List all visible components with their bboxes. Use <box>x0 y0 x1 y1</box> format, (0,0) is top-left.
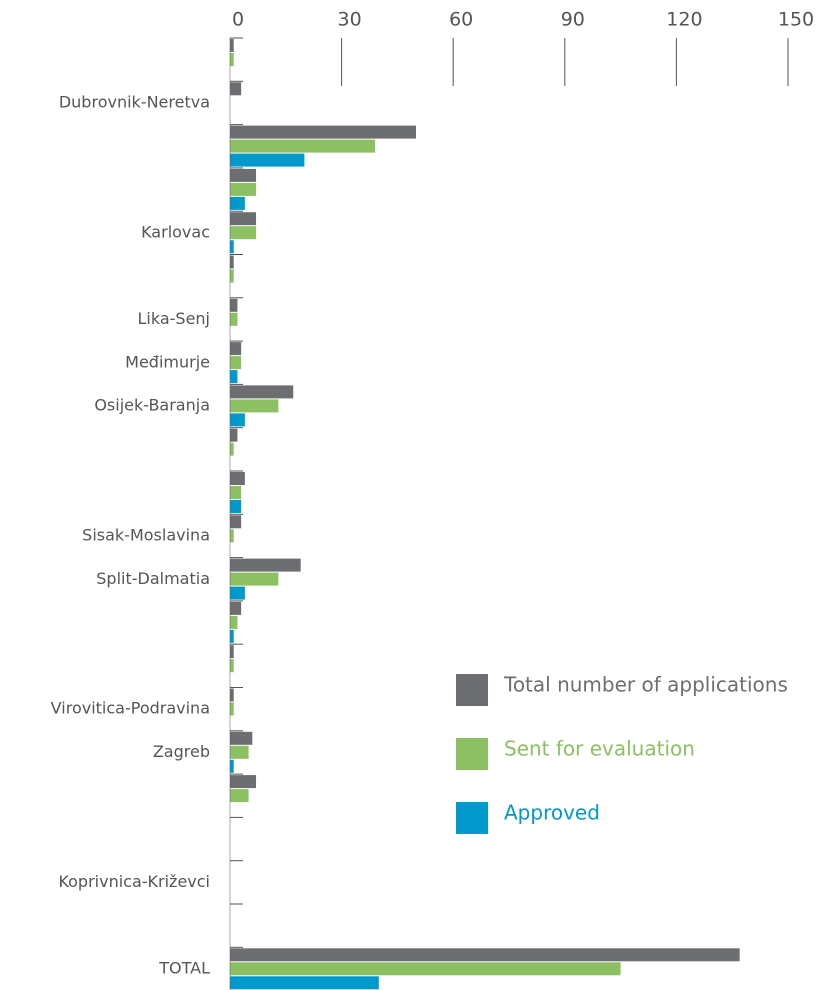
bar <box>230 255 234 269</box>
bar <box>230 629 234 643</box>
bar <box>230 976 379 990</box>
bar <box>230 515 242 529</box>
y-tick-label: Split-Dalmatia <box>96 569 210 588</box>
bar <box>230 472 245 485</box>
bar <box>230 312 238 326</box>
bar <box>230 153 305 167</box>
bar <box>230 500 242 513</box>
x-tick-label: 60 <box>449 9 473 31</box>
bar <box>230 948 740 962</box>
x-tick-label: 150 <box>778 9 814 31</box>
bar <box>230 601 242 615</box>
bar <box>230 182 257 196</box>
bar <box>230 529 234 543</box>
y-tick-label: Osijek-Baranja <box>94 396 210 415</box>
bar <box>230 399 279 413</box>
y-tick-label: Koprivnica-Križevci <box>58 872 210 891</box>
bar <box>230 486 242 499</box>
bar <box>230 702 234 716</box>
y-tick-label: Virovitica-Podravina <box>51 699 210 718</box>
y-tick-label: Lika-Senj <box>137 309 210 328</box>
x-tick-label: 90 <box>561 9 585 31</box>
bar <box>230 298 238 312</box>
bar <box>230 558 301 572</box>
bar <box>230 226 257 240</box>
legend-swatch <box>456 802 488 834</box>
y-tick-label: Dubrovnik-Neretva <box>59 92 210 111</box>
y-tick-label: Karlovac <box>141 222 210 241</box>
bar <box>230 356 242 370</box>
bar <box>230 962 621 976</box>
bar <box>230 39 234 52</box>
bar <box>230 615 238 629</box>
legend-label: Approved <box>504 801 600 825</box>
y-tick-label: TOTAL <box>158 958 210 977</box>
bar <box>230 370 238 384</box>
bar <box>230 196 245 210</box>
bar <box>230 745 249 759</box>
bar <box>230 139 376 153</box>
bar <box>230 53 234 66</box>
bar <box>230 212 257 226</box>
bar <box>230 342 242 356</box>
bar <box>230 759 234 773</box>
x-tick-label: 120 <box>666 9 702 31</box>
legend-swatch <box>456 674 488 706</box>
bar <box>230 775 257 789</box>
bar <box>230 645 234 659</box>
bar <box>230 125 416 139</box>
bar <box>230 413 245 427</box>
legend-label: Sent for evaluation <box>504 737 695 761</box>
bar <box>230 731 253 745</box>
y-tick-label: Međimurje <box>125 352 210 371</box>
legend-label: Total number of applications <box>503 673 788 697</box>
x-tick-label: 0 <box>232 9 244 31</box>
bar <box>230 789 249 803</box>
x-tick-label: 30 <box>338 9 362 31</box>
bar <box>230 659 234 673</box>
bar <box>230 168 257 182</box>
bar <box>230 688 234 702</box>
legend-swatch <box>456 738 488 770</box>
bar <box>230 442 234 456</box>
y-tick-label: Zagreb <box>153 742 210 761</box>
bar <box>230 572 279 586</box>
y-tick-label: Sisak-Moslavina <box>82 525 210 544</box>
bar <box>230 82 242 96</box>
bar <box>230 428 238 442</box>
bar <box>230 586 245 600</box>
bar <box>230 385 294 399</box>
bar <box>230 240 234 254</box>
bar <box>230 269 234 283</box>
